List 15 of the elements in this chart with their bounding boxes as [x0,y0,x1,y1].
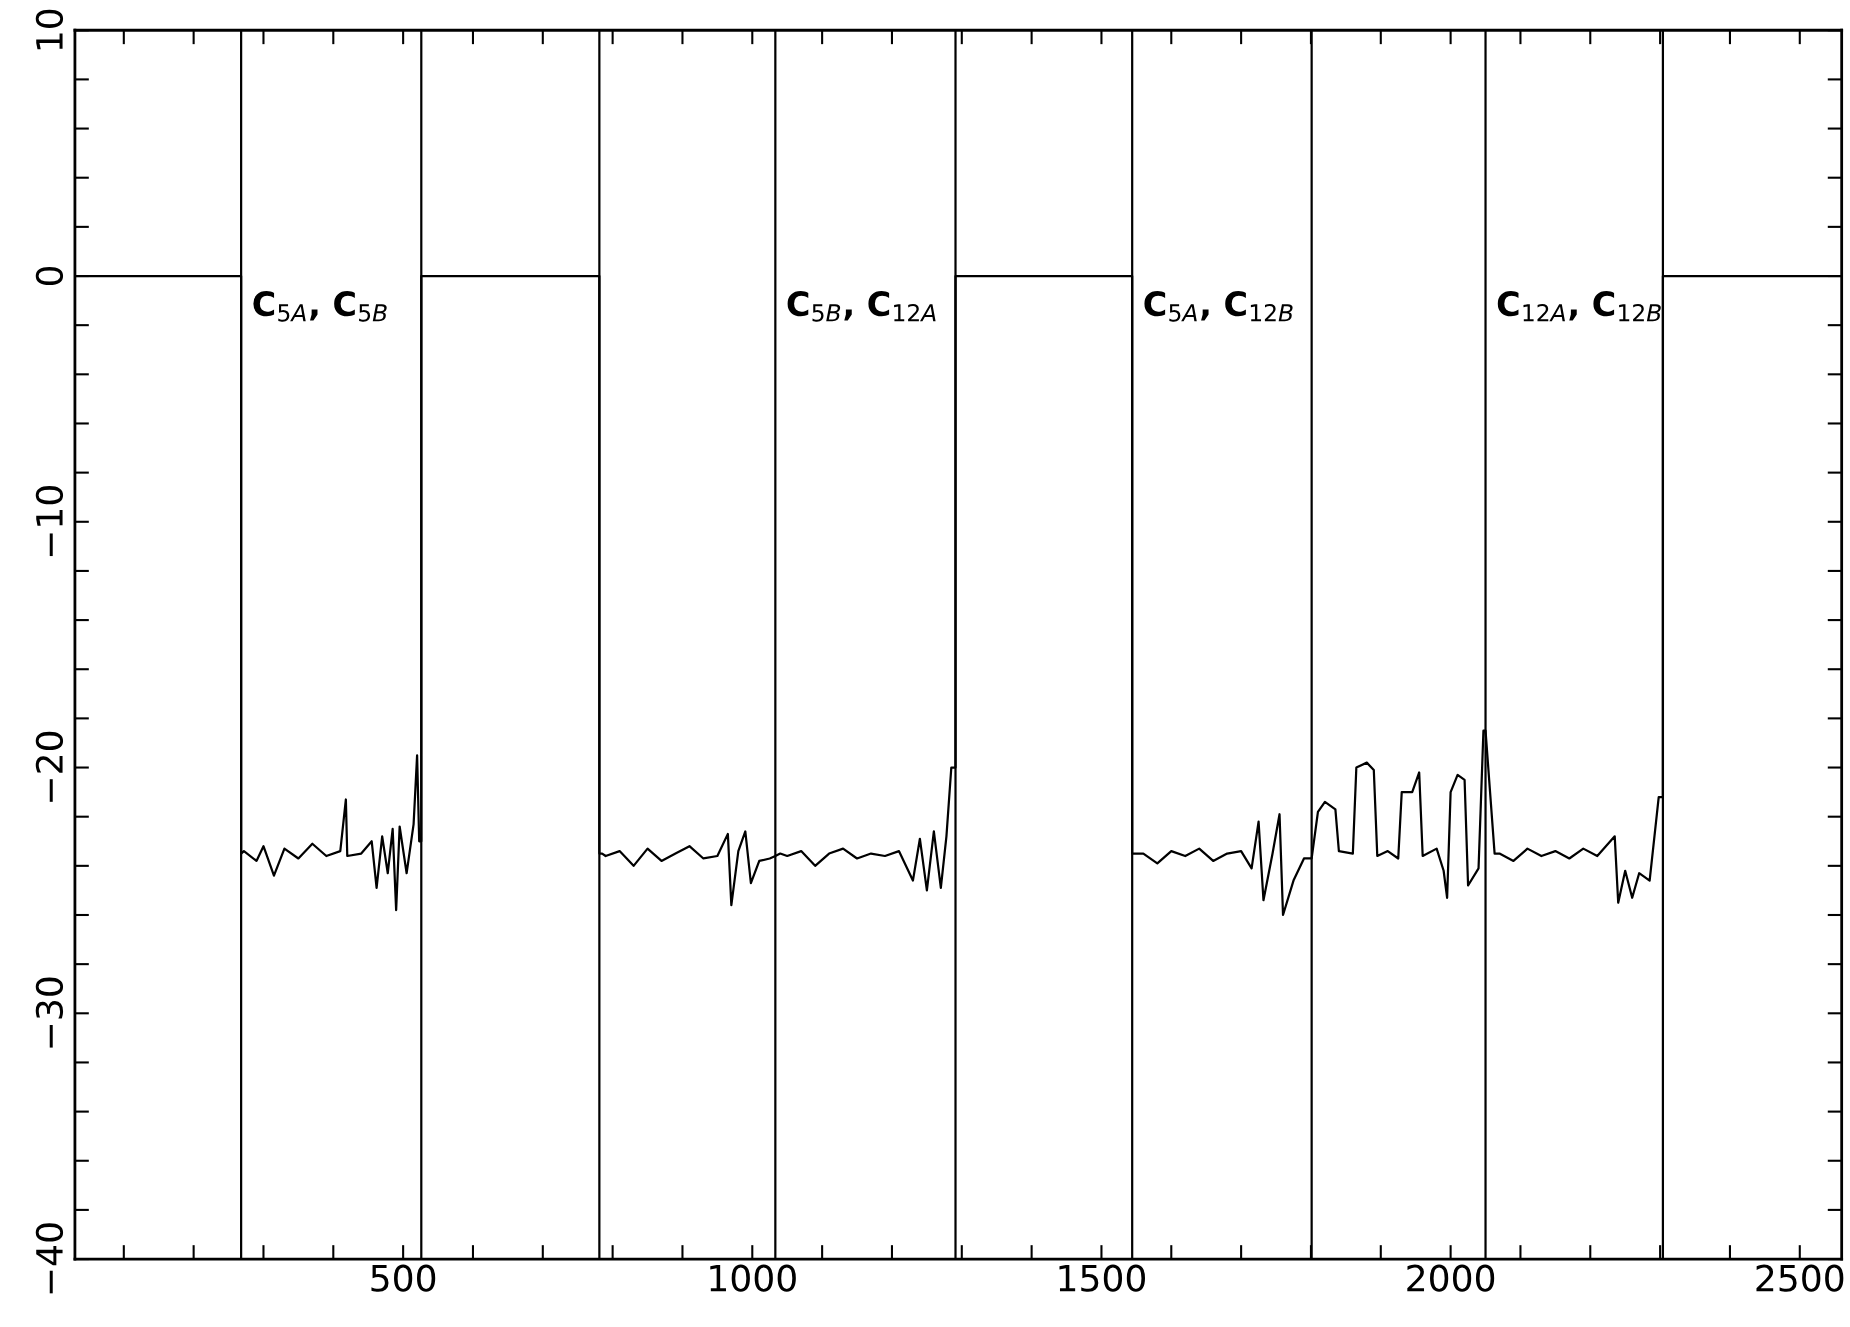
x-tick-label: 1000 [710,1264,796,1292]
x-tick-label: 2000 [1407,1264,1495,1292]
y-tick-label: −40 [35,1223,64,1294]
annotation: C$_{5A}$, C$_{5B}$ [253,291,387,322]
x-tick-label: 2500 [1756,1264,1844,1292]
x-tick-label: 500 [371,1264,436,1292]
annotation: C$_{5B}$, C$_{12A}$ [787,291,936,322]
y-tick-label: −20 [35,731,64,802]
annotation: C$_{5A}$, C$_{12B}$ [1144,291,1293,322]
annotation: C$_{12A}$, C$_{12B}$ [1497,291,1661,322]
y-tick-label: 10 [35,9,64,50]
y-tick-label: 0 [35,266,64,286]
y-tick-label: −30 [35,977,64,1048]
x-tick-label: 1500 [1059,1264,1146,1292]
y-tick-label: −10 [35,486,64,557]
